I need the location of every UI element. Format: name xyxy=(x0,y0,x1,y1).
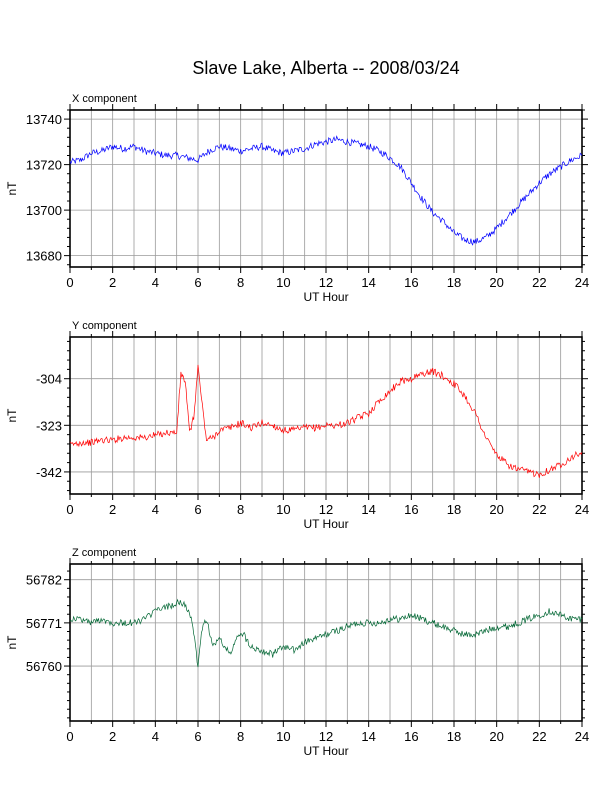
chart1-y-tick-label: -342 xyxy=(36,465,62,480)
chart1-x-tick-label: 18 xyxy=(447,502,461,517)
chart1-x-tick-label: 4 xyxy=(152,502,159,517)
chart2-y-axis-label: nT xyxy=(5,635,19,650)
chart1-x-tick-label: 2 xyxy=(109,502,116,517)
chart1-x-tick-label: 0 xyxy=(66,502,73,517)
chart2-x-tick-label: 10 xyxy=(276,729,290,744)
chart2-y-tick-label: 56760 xyxy=(26,659,62,674)
chart0-x-tick-label: 6 xyxy=(194,275,201,290)
chart0-y-tick-label: 13740 xyxy=(26,112,62,127)
chart0-x-tick-label: 24 xyxy=(575,275,589,290)
page-title: Slave Lake, Alberta -- 2008/03/24 xyxy=(192,58,460,78)
chart2-x-tick-label: 4 xyxy=(152,729,159,744)
chart0-x-tick-label: 20 xyxy=(489,275,503,290)
chart1-x-tick-label: 22 xyxy=(532,502,546,517)
chart2-x-axis-label: UT Hour xyxy=(303,744,348,758)
chart0-x-tick-label: 4 xyxy=(152,275,159,290)
chart2-x-tick-label: 24 xyxy=(575,729,589,744)
chart0-y-tick-label: 13700 xyxy=(26,203,62,218)
chart1-x-tick-label: 14 xyxy=(361,502,375,517)
chart1-y-axis-label: nT xyxy=(5,408,19,423)
chart2-x-tick-label: 20 xyxy=(489,729,503,744)
chart1-x-tick-label: 10 xyxy=(276,502,290,517)
chart0-x-tick-label: 12 xyxy=(319,275,333,290)
chart0-x-tick-label: 22 xyxy=(532,275,546,290)
chart2-x-tick-label: 14 xyxy=(361,729,375,744)
chart1-x-tick-label: 8 xyxy=(237,502,244,517)
chart0-x-axis-label: UT Hour xyxy=(303,290,348,304)
chart0-x-tick-label: 16 xyxy=(404,275,418,290)
chart2-x-tick-label: 18 xyxy=(447,729,461,744)
chart2-title: Z component xyxy=(72,547,136,559)
chart1-x-tick-label: 24 xyxy=(575,502,589,517)
chart2-x-tick-label: 2 xyxy=(109,729,116,744)
chart1-x-tick-label: 6 xyxy=(194,502,201,517)
chart1-title: Y component xyxy=(72,320,137,332)
chart2-y-tick-label: 56771 xyxy=(26,616,62,631)
chart1-y-tick-label: -304 xyxy=(36,372,62,387)
chart1-x-tick-label: 20 xyxy=(489,502,503,517)
chart1-series-line-0 xyxy=(69,364,583,478)
chart0-x-tick-label: 10 xyxy=(276,275,290,290)
chart2-x-tick-label: 12 xyxy=(319,729,333,744)
chart0-title: X component xyxy=(72,93,137,105)
chart0-x-tick-label: 8 xyxy=(237,275,244,290)
chart1-x-tick-label: 16 xyxy=(404,502,418,517)
chart2-x-tick-label: 8 xyxy=(237,729,244,744)
chart2-x-tick-label: 16 xyxy=(404,729,418,744)
chart2-x-tick-label: 6 xyxy=(194,729,201,744)
chart0-x-tick-label: 18 xyxy=(447,275,461,290)
chart0-y-tick-label: 13720 xyxy=(26,158,62,173)
chart0-x-tick-label: 14 xyxy=(361,275,375,290)
chart2-series-line-0 xyxy=(69,598,583,668)
chart1-x-axis-label: UT Hour xyxy=(303,517,348,531)
chart0-y-axis-label: nT xyxy=(5,181,19,196)
chart0-y-tick-label: 13680 xyxy=(26,249,62,264)
chart1-x-tick-label: 12 xyxy=(319,502,333,517)
chart0-series-line-0 xyxy=(69,135,583,246)
chart0-x-tick-label: 0 xyxy=(66,275,73,290)
chart1-y-tick-label: -323 xyxy=(36,418,62,433)
chart2-x-tick-label: 22 xyxy=(532,729,546,744)
chart2-x-tick-label: 0 xyxy=(66,729,73,744)
chart0-x-tick-label: 2 xyxy=(109,275,116,290)
chart2-y-tick-label: 56782 xyxy=(26,573,62,588)
